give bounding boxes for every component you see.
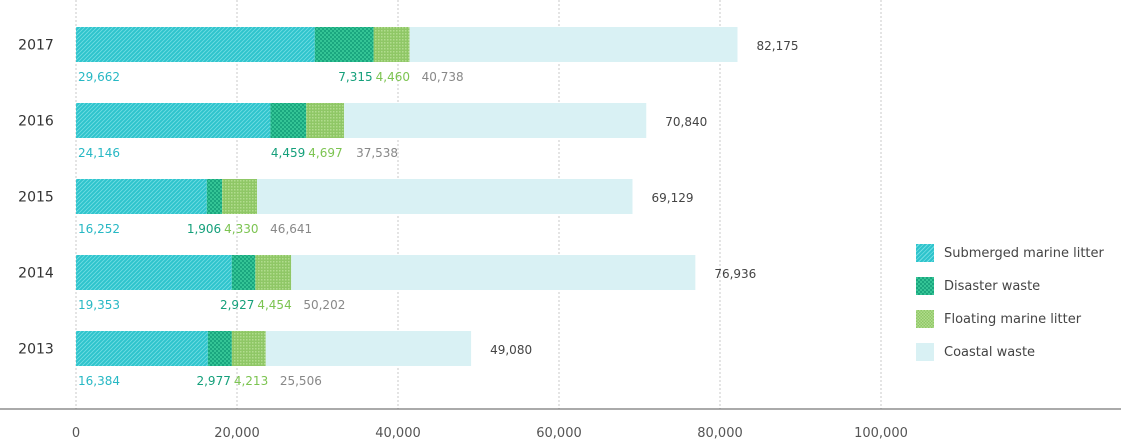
value-label: 19,353 xyxy=(78,298,120,312)
total-label: 49,080 xyxy=(490,343,532,357)
category-label: 2015 xyxy=(18,190,54,206)
x-tick-label: 80,000 xyxy=(697,426,743,441)
value-label: 46,641 xyxy=(270,222,312,236)
bar-segment xyxy=(76,255,232,290)
bar-segment xyxy=(257,179,633,214)
value-label: 7,315 xyxy=(338,70,372,84)
category-label: 2013 xyxy=(18,342,54,358)
value-label: 24,146 xyxy=(78,146,120,160)
x-tick-label: 40,000 xyxy=(375,426,421,441)
category-label: 2014 xyxy=(18,266,54,282)
value-label: 2,927 xyxy=(220,298,254,312)
value-label: 4,454 xyxy=(257,298,291,312)
legend-swatch xyxy=(916,343,934,361)
value-label: 4,213 xyxy=(234,374,268,388)
value-label: 4,697 xyxy=(308,146,342,160)
x-tick-label: 0 xyxy=(72,426,80,441)
x-tick-label: 60,000 xyxy=(536,426,582,441)
value-label: 4,459 xyxy=(271,146,305,160)
legend-swatch xyxy=(916,244,934,262)
total-label: 82,175 xyxy=(757,39,799,53)
bars xyxy=(76,27,738,366)
bar-segment xyxy=(206,179,223,214)
value-label: 4,330 xyxy=(224,222,258,236)
total-label: 70,840 xyxy=(665,115,707,129)
legend: Submerged marine litter Disaster waste Flo… xyxy=(916,242,1104,374)
bar-segment xyxy=(306,103,345,138)
bar-segment xyxy=(265,331,472,366)
legend-item: Coastal waste xyxy=(916,341,1104,363)
legend-label: Submerged marine litter xyxy=(944,245,1104,261)
category-label: 2017 xyxy=(18,38,54,54)
bar-segment xyxy=(207,331,232,366)
bar-segment xyxy=(231,331,266,366)
bar-segment xyxy=(222,179,258,214)
value-label: 50,202 xyxy=(303,298,345,312)
bar-segment xyxy=(373,27,410,62)
bar-segment xyxy=(76,179,207,214)
legend-item: Disaster waste xyxy=(916,275,1104,297)
value-label: 16,252 xyxy=(78,222,120,236)
bar-segment xyxy=(76,27,315,62)
value-label: 40,738 xyxy=(422,70,464,84)
legend-item: Floating marine litter xyxy=(916,308,1104,330)
x-tick-label: 20,000 xyxy=(214,426,260,441)
x-tick-label: 100,000 xyxy=(854,426,908,441)
value-label: 29,662 xyxy=(78,70,120,84)
bar-segment xyxy=(76,331,208,366)
category-label: 2016 xyxy=(18,114,54,130)
bar-segment xyxy=(409,27,738,62)
legend-label: Floating marine litter xyxy=(944,311,1082,327)
value-labels: 2017 2016 2015 2014 2013 29,662 7,315 4,460 40,7… xyxy=(18,38,798,389)
legend-swatch xyxy=(916,310,934,328)
legend-label: Coastal waste xyxy=(944,344,1036,360)
value-label: 4,460 xyxy=(376,70,410,84)
bar-segment xyxy=(270,103,307,138)
value-label: 2,977 xyxy=(196,374,230,388)
total-label: 76,936 xyxy=(714,267,756,281)
legend-label: Disaster waste xyxy=(944,278,1041,294)
bar-segment xyxy=(76,103,271,138)
value-label: 25,506 xyxy=(280,374,322,388)
value-label: 1,906 xyxy=(187,222,221,236)
axes: 0 20,000 40,000 60,000 80,000 100,000 xyxy=(0,408,1121,441)
value-label: 16,384 xyxy=(78,374,120,388)
bar-segment xyxy=(314,27,374,62)
legend-item: Submerged marine litter xyxy=(916,242,1104,264)
total-label: 69,129 xyxy=(651,191,693,205)
legend-swatch xyxy=(916,277,934,295)
bar-segment xyxy=(344,103,647,138)
value-label: 37,538 xyxy=(356,146,398,160)
bar-segment xyxy=(255,255,292,290)
bar-segment xyxy=(231,255,256,290)
bar-segment xyxy=(291,255,696,290)
